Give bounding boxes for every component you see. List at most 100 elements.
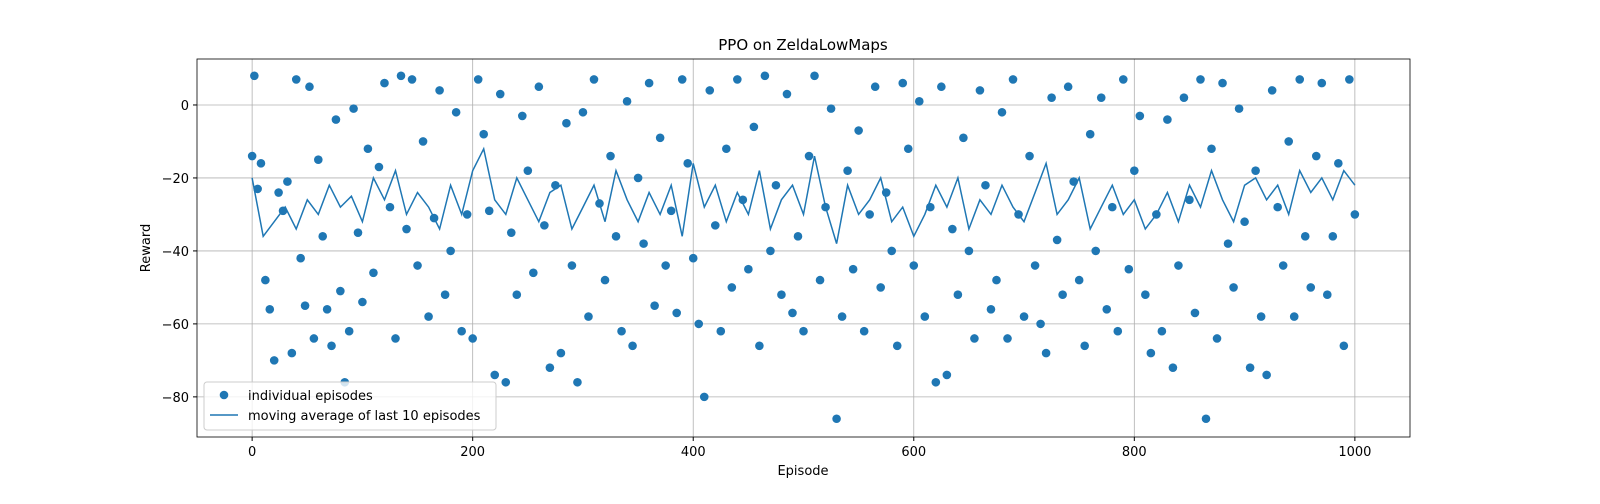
point (1030, 261, 1040, 270)
point (959, 133, 968, 143)
point (1141, 290, 1150, 300)
point (975, 86, 985, 95)
point (1251, 166, 1260, 175)
point (424, 312, 433, 321)
point (826, 104, 836, 113)
plot-frame (196, 58, 1411, 438)
point (694, 319, 704, 329)
point (523, 166, 533, 175)
point (322, 304, 332, 314)
point (269, 356, 279, 365)
point (799, 326, 808, 336)
point (843, 166, 852, 175)
legend-marker (219, 390, 229, 400)
point (1339, 341, 1349, 351)
point (766, 246, 775, 256)
point (318, 232, 328, 241)
point (462, 210, 472, 219)
point (1163, 115, 1172, 124)
point (672, 308, 681, 318)
point (1207, 144, 1216, 154)
point (810, 71, 819, 81)
point (788, 308, 797, 318)
x-axis-label: Episode (777, 464, 828, 479)
point (1063, 82, 1073, 92)
point (859, 326, 869, 336)
point (1300, 232, 1310, 241)
x-tick-label: 800 (1122, 445, 1147, 460)
point (1168, 363, 1178, 372)
x-tick-label: 400 (681, 445, 706, 460)
point (865, 210, 874, 219)
point (733, 75, 742, 84)
point (639, 239, 648, 248)
point (727, 283, 737, 292)
point (1135, 111, 1145, 121)
point (1306, 283, 1316, 292)
x-tick-label: 0 (248, 445, 256, 460)
point (305, 82, 314, 92)
point (446, 246, 455, 256)
point (344, 326, 354, 336)
point (418, 137, 428, 146)
point (247, 151, 257, 161)
point (529, 268, 538, 278)
point (314, 155, 323, 165)
point (385, 202, 395, 212)
point (914, 97, 924, 106)
point (655, 133, 665, 143)
point (1058, 290, 1067, 300)
point (1179, 93, 1189, 102)
point (832, 414, 841, 424)
point (600, 275, 610, 285)
point (540, 221, 549, 230)
point (413, 261, 422, 270)
point (744, 264, 753, 274)
point (1284, 137, 1293, 146)
point (296, 253, 305, 263)
x-tick-label: 200 (460, 445, 485, 460)
point (1223, 239, 1233, 248)
point (1003, 334, 1012, 343)
point (749, 122, 759, 132)
point (1196, 75, 1205, 84)
point (716, 326, 726, 336)
point (1267, 86, 1277, 95)
point (287, 348, 297, 358)
point (1262, 370, 1271, 380)
point (589, 75, 599, 84)
point (1212, 334, 1222, 343)
point (573, 377, 582, 387)
point (300, 301, 310, 310)
point (710, 221, 720, 230)
point (457, 326, 466, 336)
point (611, 232, 621, 241)
point (1234, 104, 1244, 113)
point (628, 341, 637, 351)
point (1334, 159, 1343, 168)
point (1245, 363, 1255, 372)
x-tick-label: 600 (901, 445, 926, 460)
legend-box (203, 381, 497, 431)
point (937, 82, 946, 92)
point (495, 89, 505, 99)
point (705, 86, 715, 95)
point (291, 75, 301, 84)
point (1130, 166, 1139, 175)
point (369, 268, 378, 278)
point (506, 228, 516, 237)
point (1229, 283, 1238, 292)
point (534, 82, 544, 92)
point (1157, 326, 1167, 336)
point (1190, 308, 1200, 318)
point (451, 107, 461, 117)
point (1096, 93, 1106, 102)
point (562, 118, 571, 128)
point (1074, 275, 1084, 285)
point (837, 312, 847, 321)
point (793, 232, 803, 241)
point (848, 264, 858, 274)
point (887, 246, 897, 256)
y-tick-label: 0 (181, 99, 189, 114)
point (1085, 129, 1095, 139)
